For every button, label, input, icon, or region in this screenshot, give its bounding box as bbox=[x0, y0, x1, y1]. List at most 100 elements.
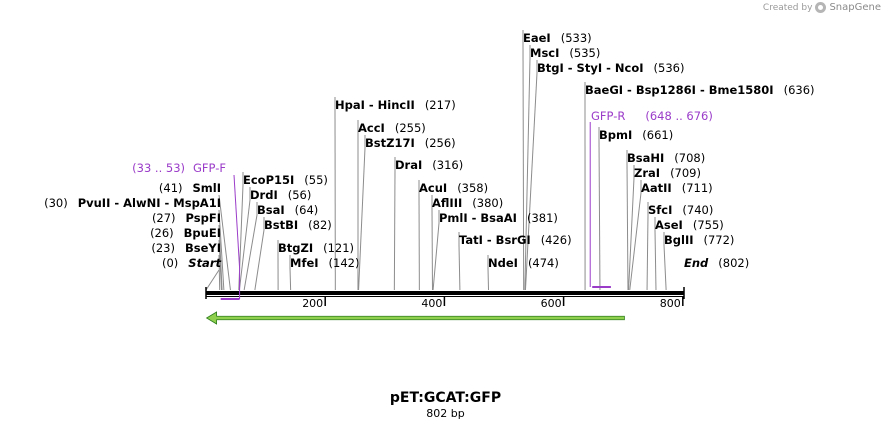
site-bstbi: BstBI (82) bbox=[264, 218, 332, 232]
site-name: BsaHI bbox=[627, 151, 664, 165]
site-name: DraI bbox=[395, 158, 422, 172]
site-name: BpmI bbox=[599, 128, 632, 142]
site-label-acui: AcuI (358) bbox=[419, 181, 488, 195]
site-position: (661) bbox=[642, 128, 673, 142]
leader-start bbox=[205, 269, 220, 291]
site-label-aflIII: AflIII (380) bbox=[432, 196, 503, 210]
primer-gfp-r[interactable]: GFP-R (648 .. 676) bbox=[589, 109, 713, 288]
site-bseyi: (23) BseYI bbox=[151, 241, 221, 255]
site-position: (474) bbox=[528, 256, 559, 270]
site-name: Start bbox=[188, 256, 221, 270]
site-label-bpmi: BpmI (661) bbox=[599, 128, 673, 142]
site-acui: AcuI (358) bbox=[419, 181, 488, 195]
site-label-asei: AseI (755) bbox=[655, 218, 724, 232]
site-label-start: (0) Start bbox=[162, 256, 222, 270]
site-label-hpai: HpaI - HincII (217) bbox=[335, 98, 456, 112]
site-name: BtgI - StyI - NcoI bbox=[537, 61, 644, 75]
site-position: (142) bbox=[329, 256, 360, 270]
site-pmli: PmlI - BsaAI (381) bbox=[439, 211, 558, 225]
primer-range: (648 .. 676) bbox=[645, 109, 713, 123]
site-position: (772) bbox=[704, 233, 735, 247]
site-position: (536) bbox=[654, 61, 685, 75]
primer-gfp-f[interactable]: (33 .. 53) GFP-F bbox=[132, 161, 241, 300]
site-name: AcuI bbox=[419, 181, 447, 195]
site-pspfi: (27) PspFI bbox=[152, 211, 221, 225]
plasmid-length: 802 bp bbox=[426, 407, 465, 420]
site-position: (636) bbox=[784, 83, 815, 97]
site-name: MfeI bbox=[290, 256, 319, 270]
site-label-eaei: EaeI (533) bbox=[523, 31, 592, 45]
site-name: BstZ17I bbox=[365, 136, 415, 150]
site-label-drai: DraI (316) bbox=[395, 158, 463, 172]
site-position: (27) bbox=[152, 211, 176, 225]
tick-label: 800 bbox=[660, 297, 681, 310]
leader-mfei bbox=[289, 267, 292, 291]
site-baegi: BaeGI - Bsp1286I - Bme1580I (636) bbox=[585, 83, 815, 97]
site-position: (217) bbox=[425, 98, 456, 112]
site-name: BseYI bbox=[185, 241, 221, 255]
site-label-acci: AccI (255) bbox=[358, 121, 426, 135]
site-start: (0) Start bbox=[162, 256, 222, 270]
leader-sfci bbox=[646, 214, 649, 291]
leader-eaei bbox=[522, 42, 525, 291]
site-label-bpuei: (26) BpuEI bbox=[150, 226, 221, 240]
site-bsahi: BsaHI (708) bbox=[627, 151, 705, 165]
primer-name: GFP-R bbox=[591, 109, 625, 123]
site-asei: AseI (755) bbox=[655, 218, 724, 232]
site-position: (316) bbox=[432, 158, 463, 172]
site-position: (64) bbox=[295, 203, 319, 217]
site-aatii: AatII (711) bbox=[641, 181, 713, 195]
site-btgzi: BtgZI (121) bbox=[278, 241, 354, 255]
site-name: NdeI bbox=[488, 256, 518, 270]
leader-drai bbox=[393, 169, 396, 291]
leader-pmli bbox=[432, 222, 440, 291]
site-position: (121) bbox=[323, 241, 354, 255]
site-name: BtgZI bbox=[278, 241, 313, 255]
site-name: BaeGI - Bsp1286I - Bme1580I bbox=[585, 83, 774, 97]
site-label-msci: MscI (535) bbox=[530, 46, 600, 60]
leader-msci bbox=[524, 57, 531, 291]
site-bglii: BglII (772) bbox=[664, 233, 734, 247]
site-bpuei: (26) BpuEI bbox=[150, 226, 221, 240]
site-label-pspfi: (27) PspFI bbox=[152, 211, 221, 225]
leader-asei bbox=[654, 229, 657, 291]
leader-aatii bbox=[629, 192, 642, 291]
site-position: (358) bbox=[457, 181, 488, 195]
leader-bseyi bbox=[218, 254, 221, 291]
site-name: AccI bbox=[358, 121, 385, 135]
site-name: PspFI bbox=[186, 211, 221, 225]
leader-bpuei bbox=[218, 239, 222, 291]
site-bstz17i: BstZ17I (256) bbox=[365, 136, 456, 150]
site-bsai: BsaI (64) bbox=[257, 203, 318, 217]
site-position: (256) bbox=[425, 136, 456, 150]
backbone bbox=[205, 287, 685, 299]
site-name: End bbox=[684, 256, 709, 270]
leader-bpmi bbox=[598, 139, 601, 291]
site-name: MscI bbox=[530, 46, 559, 60]
tick-200: 200 bbox=[302, 297, 326, 310]
site-label-bstbi: BstBI (82) bbox=[264, 218, 332, 232]
site-position: (55) bbox=[304, 173, 328, 187]
leader-pvuii bbox=[218, 209, 225, 291]
site-aflIII: AflIII (380) bbox=[432, 196, 503, 210]
site-bpmi: BpmI (661) bbox=[599, 128, 673, 142]
site-position: (82) bbox=[308, 218, 332, 232]
site-position: (381) bbox=[527, 211, 558, 225]
primer-range: (33 .. 53) bbox=[132, 161, 185, 175]
site-eaei: EaeI (533) bbox=[523, 31, 592, 45]
site-name: ZraI bbox=[634, 166, 660, 180]
tick-600: 600 bbox=[541, 297, 565, 310]
site-name: AatII bbox=[641, 181, 672, 195]
site-labels: (0) Start (23) BseYI (26) BpuEI (27) PspFI (30) P… bbox=[44, 31, 814, 270]
site-position: (255) bbox=[395, 121, 426, 135]
site-label-ecop15i: EcoP15I (55) bbox=[243, 173, 328, 187]
feature-gfp-arrow[interactable] bbox=[205, 311, 625, 325]
site-position: (708) bbox=[674, 151, 705, 165]
site-ndei: NdeI (474) bbox=[488, 256, 559, 270]
site-label-pmli: PmlI - BsaAI (381) bbox=[439, 211, 558, 225]
site-drdi: DrdI (56) bbox=[250, 188, 311, 202]
site-drai: DraI (316) bbox=[395, 158, 463, 172]
site-label-bsahi: BsaHI (708) bbox=[627, 151, 705, 165]
leader-drdi bbox=[238, 199, 251, 291]
